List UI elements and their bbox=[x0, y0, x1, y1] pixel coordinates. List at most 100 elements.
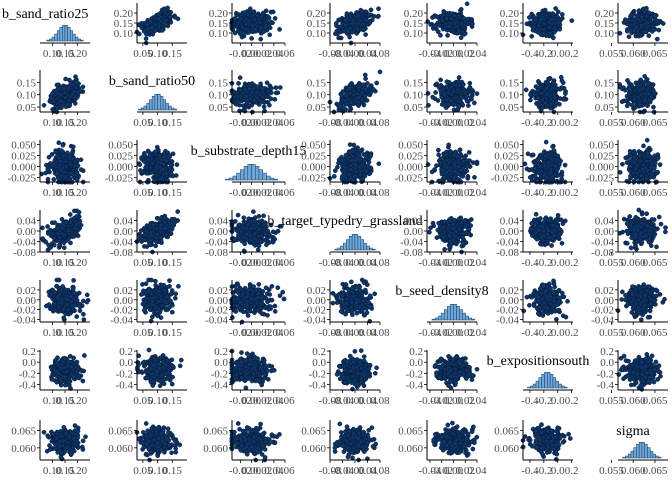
scatter-point bbox=[552, 95, 558, 101]
scatter-point bbox=[366, 12, 372, 18]
scatter-point bbox=[247, 96, 253, 101]
scatter-point bbox=[62, 95, 68, 100]
scatter-point bbox=[468, 94, 474, 100]
scatter-point bbox=[337, 17, 343, 23]
hist-bar bbox=[146, 102, 150, 111]
scatter-point bbox=[530, 152, 536, 158]
hist-bar bbox=[243, 166, 249, 181]
panel-r2-c1: 0.050.100.150.100.150.20 bbox=[17, 70, 90, 129]
scatter-point bbox=[333, 21, 339, 26]
scatter-point bbox=[434, 81, 440, 87]
variable-label-b_sand_ratio50: b_sand_ratio50 bbox=[109, 74, 195, 89]
hist-bar bbox=[143, 105, 147, 111]
scatter-points bbox=[327, 69, 383, 115]
scatter-point bbox=[444, 79, 450, 85]
scatter-point bbox=[638, 77, 644, 83]
panel-r1-c5: 0.100.150.20-0.04-0.020.000.020.04 bbox=[404, 1, 487, 60]
scatter-point bbox=[366, 165, 372, 170]
panel-r2-c5: 0.050.100.15-0.04-0.020.000.020.04 bbox=[404, 70, 487, 129]
scatter-point bbox=[272, 16, 278, 21]
scatter-point bbox=[437, 23, 443, 28]
scatter-point bbox=[461, 158, 467, 164]
scatter-point bbox=[551, 80, 556, 86]
scatter-point bbox=[260, 94, 265, 100]
scatter-point bbox=[550, 35, 556, 41]
scatter-point bbox=[51, 177, 57, 182]
x-tick-label: 0.10 bbox=[148, 48, 168, 60]
hist-bar bbox=[46, 39, 50, 42]
scatter-point bbox=[553, 172, 559, 177]
scatter-point bbox=[552, 26, 558, 31]
scatter-point bbox=[347, 142, 353, 147]
scatter-point bbox=[348, 163, 353, 168]
scatter-point bbox=[270, 9, 276, 15]
y-tick-label: 0.10 bbox=[17, 90, 37, 102]
y-tick-label: 0.025 bbox=[301, 150, 326, 162]
scatter-point bbox=[268, 19, 274, 25]
scatter-point bbox=[455, 107, 461, 113]
scatter-point bbox=[348, 100, 353, 105]
scatter-point bbox=[436, 152, 442, 158]
scatter-point bbox=[167, 14, 173, 20]
scatter-point bbox=[551, 148, 557, 153]
hist-bar bbox=[255, 166, 260, 181]
hist-bar bbox=[269, 177, 275, 181]
scatter-point bbox=[253, 26, 258, 32]
scatter-points bbox=[327, 142, 382, 185]
scatter-point bbox=[530, 24, 536, 30]
scatter-point bbox=[456, 13, 462, 19]
scatter-point bbox=[442, 92, 448, 98]
scatter-point bbox=[243, 94, 249, 99]
scatter-point bbox=[335, 164, 340, 170]
hist-bar bbox=[273, 178, 278, 181]
scatter-point bbox=[547, 75, 553, 81]
scatter-point bbox=[627, 89, 633, 95]
scatter-point bbox=[464, 98, 470, 104]
scatter-points bbox=[523, 74, 569, 115]
scatter-point bbox=[46, 154, 52, 160]
scatter-point bbox=[429, 169, 435, 175]
hist-bar bbox=[162, 99, 167, 111]
scatter-point bbox=[355, 26, 361, 32]
scatter-point bbox=[139, 155, 144, 161]
y-tick-label: 0.20 bbox=[595, 8, 615, 20]
scatter-point bbox=[363, 32, 368, 37]
y-tick-label: -0.025 bbox=[298, 173, 327, 185]
scatter-point bbox=[356, 13, 361, 19]
scatter-point bbox=[454, 94, 459, 100]
scatter-point bbox=[343, 22, 348, 28]
scatter-point bbox=[553, 163, 558, 169]
scatter-point bbox=[239, 34, 245, 40]
scatter-points bbox=[617, 5, 666, 42]
hist-bar bbox=[51, 36, 55, 42]
hist-bar bbox=[262, 172, 267, 181]
scatter-point bbox=[448, 98, 454, 104]
scatter-point bbox=[539, 90, 545, 96]
y-tick-label: 0.10 bbox=[114, 28, 134, 40]
scatter-point bbox=[364, 18, 369, 24]
scatter-point bbox=[368, 90, 374, 96]
y-tick-label: 0.000 bbox=[11, 162, 36, 174]
scatter-point bbox=[438, 88, 444, 93]
scatter-point bbox=[535, 158, 540, 164]
scatter-point bbox=[149, 25, 155, 30]
scatter-point bbox=[435, 29, 441, 35]
hist-bar bbox=[228, 177, 234, 181]
scatter-point bbox=[448, 149, 454, 155]
scatter-point bbox=[170, 151, 176, 157]
scatter-point bbox=[454, 153, 460, 159]
scatter-point bbox=[340, 89, 346, 94]
y-tick-label: 0.10 bbox=[595, 90, 615, 102]
scatter-point bbox=[54, 171, 60, 177]
scatter-point bbox=[533, 17, 538, 23]
hist-bar bbox=[247, 164, 252, 181]
hist-bar bbox=[49, 38, 53, 42]
scatter-point bbox=[368, 153, 374, 159]
scatter-point bbox=[525, 151, 531, 157]
scatter-point bbox=[347, 34, 352, 40]
scatter-point bbox=[55, 86, 61, 92]
scatter-point bbox=[164, 177, 170, 183]
